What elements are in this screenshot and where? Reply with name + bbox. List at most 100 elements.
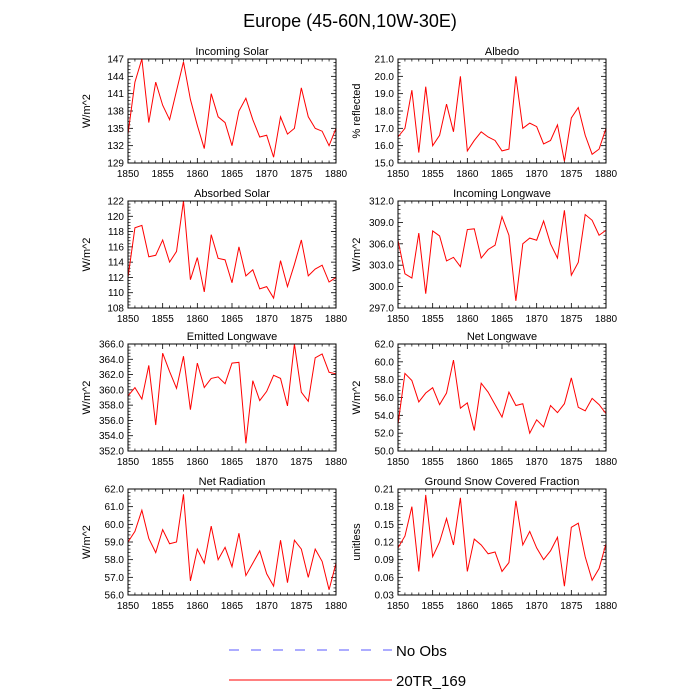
x-tick-label: 1865 xyxy=(491,314,514,325)
y-tick-label: 306.0 xyxy=(369,239,394,250)
y-axis-label-albedo: % reflected xyxy=(351,83,363,138)
y-tick-label: 18.0 xyxy=(375,107,395,118)
y-tick-label: 108 xyxy=(107,304,124,315)
y-tick-label: 62.0 xyxy=(375,340,395,351)
y-tick-label: 60.0 xyxy=(105,520,125,531)
x-tick-label: 1870 xyxy=(256,457,279,468)
panel-title-net-radiation: Net Radiation xyxy=(199,476,266,488)
plot-frame xyxy=(127,58,337,164)
x-tick-label: 1875 xyxy=(560,457,583,468)
plot-frame xyxy=(397,58,607,164)
y-tick-label: 360.0 xyxy=(99,385,124,396)
x-tick-label: 1865 xyxy=(221,601,244,612)
x-tick-label: 1875 xyxy=(290,457,313,468)
legend-20tr-169-label: 20TR_169 xyxy=(396,673,466,690)
y-tick-label: 56.0 xyxy=(105,591,125,602)
y-tick-label: 300.0 xyxy=(369,282,394,293)
series-line-20tr-169 xyxy=(127,343,337,444)
y-tick-label: 112 xyxy=(108,273,124,284)
series-line-20tr-169 xyxy=(127,200,337,300)
y-tick-label: 120 xyxy=(107,212,124,223)
x-tick-label: 1865 xyxy=(221,314,244,325)
y-axis-label-absorbed-solar: W/m^2 xyxy=(81,238,93,272)
x-tick-label: 1880 xyxy=(595,601,618,612)
y-tick-label: 356.0 xyxy=(99,416,124,427)
x-tick-label: 1860 xyxy=(456,169,479,180)
y-tick-label: 0.15 xyxy=(375,520,395,531)
y-tick-label: 309.0 xyxy=(369,218,394,229)
y-axis-label-net-radiation: W/m^2 xyxy=(81,525,93,559)
x-tick-label: 1860 xyxy=(456,601,479,612)
y-tick-label: 132 xyxy=(107,141,124,152)
y-tick-label: 20.0 xyxy=(375,72,395,83)
x-tick-label: 1870 xyxy=(526,169,549,180)
series-line-20tr-169 xyxy=(397,210,607,301)
x-tick-label: 1860 xyxy=(186,314,209,325)
panel-net-longwave: Net Longwave W/m^2 1850 1855 1860 1865 1870 187… xyxy=(351,331,618,468)
series-line-20tr-169 xyxy=(397,359,607,435)
x-tick-label: 1850 xyxy=(117,314,140,325)
y-tick-label: 59.0 xyxy=(105,538,125,549)
x-tick-label: 1875 xyxy=(290,169,313,180)
legend-no-obs-label: No Obs xyxy=(396,643,447,660)
y-tick-label: 147 xyxy=(107,55,124,66)
figure-title: Europe (45-60N,10W-30E) xyxy=(243,11,457,31)
x-tick-label: 1870 xyxy=(256,314,279,325)
x-tick-label: 1860 xyxy=(186,169,209,180)
x-tick-label: 1860 xyxy=(456,314,479,325)
x-tick-label: 1850 xyxy=(387,601,410,612)
y-tick-label: 0.06 xyxy=(375,573,395,584)
y-tick-label: 362.0 xyxy=(99,370,124,381)
y-tick-label: 364.0 xyxy=(99,355,124,366)
y-tick-label: 60.0 xyxy=(375,357,395,368)
x-tick-label: 1850 xyxy=(387,314,410,325)
x-tick-label: 1880 xyxy=(595,314,618,325)
y-tick-label: 138 xyxy=(107,107,124,118)
y-tick-label: 0.12 xyxy=(375,538,395,549)
panel-title-albedo: Albedo xyxy=(485,46,519,58)
y-tick-label: 52.0 xyxy=(375,429,395,440)
panel-incoming-longwave: Incoming Longwave W/m^2 1850 1855 1860 1865 18… xyxy=(351,188,618,325)
panel-title-ground-snow-covered-fraction: Ground Snow Covered Fraction xyxy=(425,476,580,488)
x-tick-label: 1870 xyxy=(256,169,279,180)
y-tick-label: 0.21 xyxy=(375,485,395,496)
x-tick-label: 1880 xyxy=(325,169,348,180)
x-tick-label: 1855 xyxy=(422,169,445,180)
x-tick-label: 1850 xyxy=(387,457,410,468)
x-tick-label: 1855 xyxy=(152,601,175,612)
y-tick-label: 122 xyxy=(107,197,124,208)
y-tick-label: 0.18 xyxy=(375,502,395,513)
y-tick-label: 58.0 xyxy=(105,555,125,566)
x-tick-label: 1880 xyxy=(325,457,348,468)
panel-title-absorbed-solar: Absorbed Solar xyxy=(194,188,270,200)
x-tick-label: 1875 xyxy=(560,601,583,612)
x-tick-label: 1875 xyxy=(560,169,583,180)
x-tick-label: 1865 xyxy=(491,457,514,468)
y-tick-label: 354.0 xyxy=(99,431,124,442)
y-tick-label: 56.0 xyxy=(375,393,395,404)
y-tick-label: 110 xyxy=(108,288,124,299)
y-axis-label-net-longwave: W/m^2 xyxy=(351,381,363,415)
legend: No Obs 20TR_169 xyxy=(229,643,466,690)
y-tick-label: 116 xyxy=(108,242,124,253)
y-tick-label: 58.0 xyxy=(375,375,395,386)
y-tick-label: 312.0 xyxy=(369,197,394,208)
y-tick-label: 61.0 xyxy=(105,502,125,513)
x-tick-label: 1870 xyxy=(256,601,279,612)
y-tick-label: 17.0 xyxy=(375,124,395,135)
x-tick-label: 1855 xyxy=(152,457,175,468)
x-tick-label: 1880 xyxy=(595,457,618,468)
y-tick-label: 129 xyxy=(107,159,124,170)
y-tick-label: 118 xyxy=(108,227,124,238)
x-tick-label: 1855 xyxy=(422,601,445,612)
panel-albedo: Albedo % reflected 1850 1855 1860 1865 1870 187… xyxy=(351,46,618,180)
panel-title-emitted-longwave: Emitted Longwave xyxy=(187,331,278,343)
panel-ground-snow-covered-fraction: Ground Snow Covered Fraction unitless 1850… xyxy=(351,476,618,612)
x-tick-label: 1865 xyxy=(491,169,514,180)
series-line-20tr-169 xyxy=(397,494,607,587)
panel-title-net-longwave: Net Longwave xyxy=(467,331,537,343)
x-tick-label: 1855 xyxy=(152,314,175,325)
panel-title-incoming-longwave: Incoming Longwave xyxy=(453,188,551,200)
y-tick-label: 15.0 xyxy=(375,159,395,170)
y-axis-label-emitted-longwave: W/m^2 xyxy=(81,381,93,415)
